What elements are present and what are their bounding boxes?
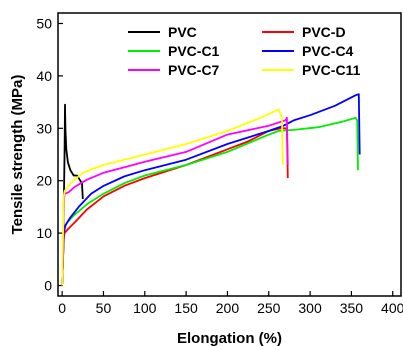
legend: PVC PVC-D PVC-C1 PVC-C4 PVC-C7 PVC-C11 xyxy=(128,24,361,78)
x-tick-label: 400 xyxy=(381,300,403,316)
x-tick-label: 250 xyxy=(257,300,281,316)
legend-label: PVC-D xyxy=(302,24,346,40)
legend-item-pvc: PVC xyxy=(128,24,197,40)
x-tick-label: 100 xyxy=(133,300,157,316)
legend-item-pvc-d: PVC-D xyxy=(262,24,346,40)
y-tick-label: 0 xyxy=(44,278,52,294)
legend-item-pvc-c7: PVC-C7 xyxy=(128,62,220,78)
x-tick-label: 350 xyxy=(340,300,364,316)
series-layer xyxy=(61,93,361,286)
y-tick-label: 30 xyxy=(36,120,52,136)
x-tick-label: 50 xyxy=(96,300,112,316)
legend-label: PVC-C11 xyxy=(302,62,361,78)
y-tick-label: 40 xyxy=(36,68,52,84)
y-axis-title: Tensile strength (MPa) xyxy=(9,75,26,235)
series-line-pvc-c1 xyxy=(61,116,359,286)
legend-label: PVC-C4 xyxy=(302,43,354,59)
y-tick-label: 50 xyxy=(36,15,52,31)
x-tick-label: 300 xyxy=(298,300,322,316)
y-tick-label: 20 xyxy=(36,173,52,189)
legend-item-pvc-c1: PVC-C1 xyxy=(128,43,220,59)
x-tick-label: 150 xyxy=(174,300,198,316)
series-line-pvc-d xyxy=(61,127,289,286)
x-axis-title: Elongation (%) xyxy=(177,330,282,346)
tick-layer: 0 50 100 150 200 250 300 350 400 0 10 20 30 40 50 xyxy=(36,15,403,316)
legend-label: PVC xyxy=(168,24,197,40)
series-line-pvc-c4 xyxy=(61,93,361,286)
x-tick-label: 200 xyxy=(216,300,240,316)
series-line-pvc-c11 xyxy=(61,108,284,286)
y-tick-label: 10 xyxy=(36,225,52,241)
legend-label: PVC-C1 xyxy=(168,43,220,59)
legend-label: PVC-C7 xyxy=(168,62,220,78)
legend-item-pvc-c4: PVC-C4 xyxy=(262,43,354,59)
plot-frame xyxy=(57,12,402,297)
legend-item-pvc-c11: PVC-C11 xyxy=(262,62,361,78)
x-tick-label: 0 xyxy=(58,300,66,316)
